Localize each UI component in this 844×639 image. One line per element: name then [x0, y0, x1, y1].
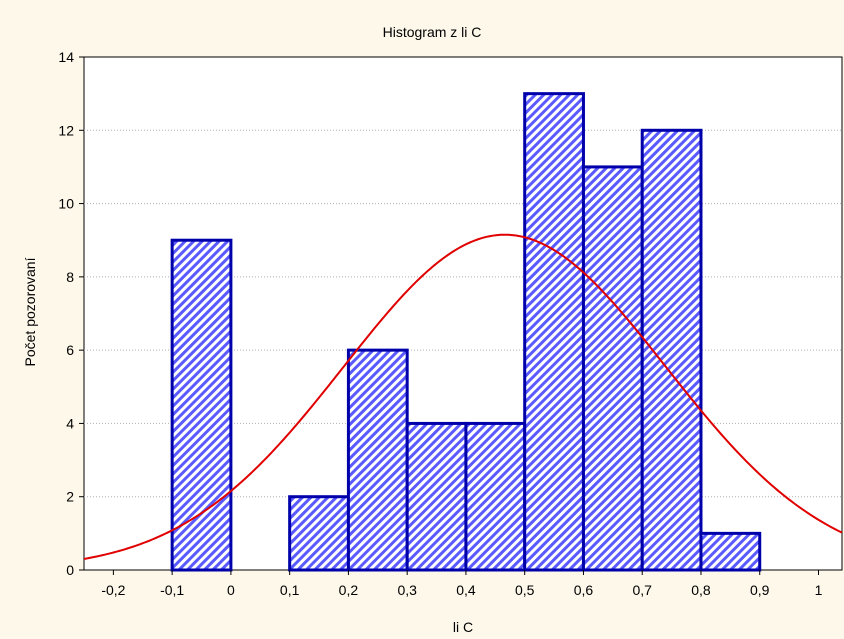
y-tick-label: 6 — [66, 342, 74, 358]
normal-curve — [83, 233, 843, 560]
y-axis-label: Počet pozorovaní — [22, 257, 38, 366]
x-tick-label: 0,3 — [397, 582, 417, 598]
x-tick-label: 0 — [227, 582, 235, 598]
histogram-bar — [170, 238, 233, 572]
y-tick-label: 14 — [58, 49, 74, 65]
histogram-bars — [170, 92, 762, 572]
histogram-bar — [699, 531, 762, 572]
x-tick-label: -0,2 — [101, 582, 125, 598]
x-tick-label: 0,4 — [456, 582, 476, 598]
x-tick-label: 0,1 — [280, 582, 300, 598]
y-tick-label: 10 — [58, 196, 74, 212]
x-tick-label: 0,6 — [574, 582, 594, 598]
y-tick-label: 4 — [66, 415, 74, 431]
histogram-bar — [346, 348, 409, 572]
histogram-bar — [581, 165, 644, 572]
y-tick-label: 8 — [66, 269, 74, 285]
y-tick-label: 2 — [66, 489, 74, 505]
x-tick-label: 0,7 — [632, 582, 652, 598]
histogram-bar — [288, 495, 350, 572]
y-tick-label: 0 — [66, 562, 74, 578]
x-tick-label: 0,5 — [515, 582, 535, 598]
x-tick-label: 0,8 — [691, 582, 711, 598]
x-tick-label: 0,2 — [339, 582, 359, 598]
x-tick-label: 0,9 — [750, 582, 770, 598]
x-tick-label: 1 — [815, 582, 823, 598]
x-axis-label: li C — [453, 619, 473, 635]
x-tick-label: -0,1 — [160, 582, 184, 598]
histogram-bar — [640, 128, 703, 572]
histogram-bar — [405, 421, 468, 572]
x-axis-ticks: -0,2 -0,1 0 0,1 0,2 0,3 0,4 0,5 0,6 0,7 0,8 0,9 1 — [101, 570, 823, 598]
y-tick-label: 12 — [58, 122, 74, 138]
chart-title: Histogram z li C — [383, 24, 482, 40]
histogram-bar — [464, 421, 527, 572]
histogram-bar — [523, 92, 585, 572]
y-axis-ticks: 0 2 4 6 8 10 12 14 — [58, 49, 84, 578]
